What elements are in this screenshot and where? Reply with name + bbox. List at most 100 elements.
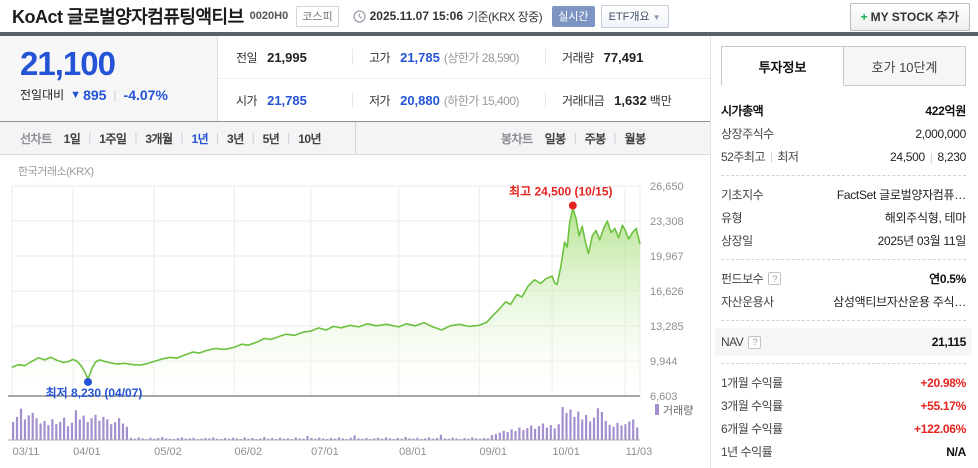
my-stock-add-button[interactable]: + MY STOCK 추가 <box>849 3 970 31</box>
divider <box>721 175 966 176</box>
candle-chart-tabs: 봉차트 일봉 | 주봉 | 월봉 <box>355 122 710 154</box>
change-label: 전일대비 <box>20 88 65 102</box>
prev-close-label: 전일 <box>236 50 258 65</box>
price-chart-section: 한국거래소(KRX) 26,650 23,308 19,967 16,626 13,28… <box>0 155 710 468</box>
svg-text:9,944: 9,944 <box>650 356 678 368</box>
divider <box>721 320 966 321</box>
tab-daily-candle[interactable]: 일봉 <box>544 131 567 146</box>
open-value: 21,785 <box>267 92 307 108</box>
high-label: 고가 <box>369 50 391 65</box>
shares-outstanding-row: 상장주식수 2,000,000 <box>721 126 966 142</box>
return-6month-row: 6개월 수익률 +122.06% <box>721 421 966 437</box>
nav-band: NAV? 21,115 <box>715 328 972 356</box>
svg-text:11/03: 11/03 <box>626 446 653 458</box>
tab-investment-info[interactable]: 투자정보 <box>721 46 844 86</box>
svg-text:06/02: 06/02 <box>235 446 263 458</box>
svg-text:08/01: 08/01 <box>399 446 427 458</box>
quote-main-column: 21,100 전일대비 ▼ 895 | -4.07% 전일 21,995 고가 21… <box>0 36 711 468</box>
quote-timestamp: 2025.11.07 15:06 <box>369 9 464 23</box>
svg-text:05/02: 05/02 <box>154 446 182 458</box>
market-cap-row: 시가총액 422억원 <box>721 104 966 118</box>
week52-high-low-row: 52주최고 | 최저 24,500 | 8,230 <box>721 149 966 165</box>
svg-text:10/01: 10/01 <box>552 446 580 458</box>
svg-text:23,308: 23,308 <box>650 216 684 228</box>
low-label: 저가 <box>369 93 391 108</box>
svg-text:16,626: 16,626 <box>650 286 684 298</box>
page-header: KoAct 글로벌양자컴퓨팅액티브 0020H0 코스피 2025.11.07 … <box>0 0 978 32</box>
high-value: 21,785 <box>400 49 440 65</box>
tab-orderbook-10[interactable]: 호가 10단계 <box>844 46 966 86</box>
return-1year-row: 1년 수익률 N/A <box>721 444 966 460</box>
asset-manager-row: 자산운용사 삼성액티브자산운용 주식… <box>721 295 966 309</box>
svg-text:09/01: 09/01 <box>479 446 507 458</box>
price-area-chart: 26,650 23,308 19,967 16,626 13,285 9,944 6,603… <box>8 181 693 458</box>
svg-text:13,285: 13,285 <box>650 321 684 333</box>
ticker-code: 0020H0 <box>249 10 289 22</box>
base-index-row: 기초지수 FactSet 글로벌양자컴퓨… <box>721 188 966 202</box>
upper-limit: (상한가 28,590) <box>443 50 520 65</box>
svg-text:최고 24,500 (10/15): 최고 24,500 (10/15) <box>509 184 612 199</box>
listing-date-row: 상장일 2025년 03월 11일 <box>721 234 966 248</box>
prev-close-value: 21,995 <box>267 49 307 65</box>
divider <box>721 363 966 364</box>
svg-text:거래량: 거래량 <box>663 404 693 417</box>
low-value: 20,880 <box>400 92 440 108</box>
tab-1day[interactable]: 1일 <box>63 131 81 146</box>
realtime-badge[interactable]: 실시간 <box>552 5 595 27</box>
quote-timestamp-suffix: 기준(KRX 장중) <box>467 9 543 24</box>
line-chart-tabs: 선차트 1일 | 1주일 | 3개월 | 1년 | 3년 | 5년 | 10년 <box>20 131 322 146</box>
nav-row: NAV? 21,115 <box>721 335 966 349</box>
header-divider <box>0 32 978 36</box>
tab-1year[interactable]: 1년 <box>191 131 209 146</box>
open-label: 시가 <box>236 93 258 108</box>
table-row: 전일 21,995 고가 21,785 (상한가 28,590) 거래량 77,491 <box>218 36 710 78</box>
svg-text:19,967: 19,967 <box>650 251 684 263</box>
ohlc-table: 전일 21,995 고가 21,785 (상한가 28,590) 거래량 77,491 … <box>218 36 710 121</box>
trade-value: 1,632 <box>614 92 647 108</box>
tab-10year[interactable]: 10년 <box>298 131 322 146</box>
fund-type-row: 유형 해외주식형, 테마 <box>721 211 966 225</box>
table-row: 시가 21,785 저가 20,880 (하한가 15,400) 거래대금 1,632 백… <box>218 78 710 121</box>
market-badge: 코스피 <box>296 5 339 27</box>
volume-value: 77,491 <box>603 49 644 65</box>
svg-text:6,603: 6,603 <box>650 391 678 403</box>
tab-1week[interactable]: 1주일 <box>99 131 127 146</box>
etf-overview-button[interactable]: ETF개요 ▼ <box>600 4 669 28</box>
divider <box>721 259 966 260</box>
tab-weekly-candle[interactable]: 주봉 <box>584 131 607 146</box>
clock-icon <box>352 9 366 23</box>
price-change-row: 전일대비 ▼ 895 | -4.07% <box>20 86 168 103</box>
price-summary: 21,100 전일대비 ▼ 895 | -4.07% 전일 21,995 고가 21… <box>0 36 710 122</box>
investment-info-panel: 투자정보 호가 10단계 시가총액 422억원 상장주식수 2,000,000 … <box>711 36 978 468</box>
candle-chart-label: 봉차트 <box>501 131 533 146</box>
fund-fee-row: 펀드보수? 연0.5% <box>721 272 966 286</box>
plus-icon: + <box>860 10 868 24</box>
chart-source-label: 한국거래소(KRX) <box>18 166 94 178</box>
down-arrow-icon: ▼ <box>70 88 82 101</box>
svg-text:최저 8,230 (04/07): 최저 8,230 (04/07) <box>46 385 143 400</box>
svg-text:04/01: 04/01 <box>73 446 101 458</box>
tab-3year[interactable]: 3년 <box>227 131 244 146</box>
page-title: KoAct 글로벌양자컴퓨팅액티브 <box>12 7 244 27</box>
line-chart-label: 선차트 <box>20 131 52 146</box>
sidebar-tabs: 투자정보 호가 10단계 <box>721 46 966 86</box>
svg-text:26,650: 26,650 <box>650 181 684 193</box>
chart-tab-strip: 선차트 1일 | 1주일 | 3개월 | 1년 | 3년 | 5년 | 10년 봉차트 일봉… <box>0 122 710 155</box>
trade-value-label: 거래대금 <box>562 93 605 108</box>
current-price-box: 21,100 전일대비 ▼ 895 | -4.07% <box>0 36 218 121</box>
change-percent: -4.07% <box>123 86 168 103</box>
change-value: 895 <box>83 86 107 103</box>
return-1month-row: 1개월 수익률 +20.98% <box>721 375 966 391</box>
return-3month-row: 3개월 수익률 +55.17% <box>721 398 966 414</box>
current-price: 21,100 <box>20 45 116 82</box>
lower-limit: (하한가 15,400) <box>443 93 520 108</box>
tab-3month[interactable]: 3개월 <box>145 131 173 146</box>
help-icon[interactable]: ? <box>748 335 762 349</box>
volume-label: 거래량 <box>562 50 594 65</box>
tab-monthly-candle[interactable]: 월봉 <box>624 131 647 146</box>
chevron-down-icon: ▼ <box>652 12 661 22</box>
svg-text:03/11: 03/11 <box>13 446 40 458</box>
tab-5year[interactable]: 5년 <box>262 131 280 146</box>
svg-text:07/01: 07/01 <box>311 446 339 458</box>
help-icon[interactable]: ? <box>768 272 782 285</box>
